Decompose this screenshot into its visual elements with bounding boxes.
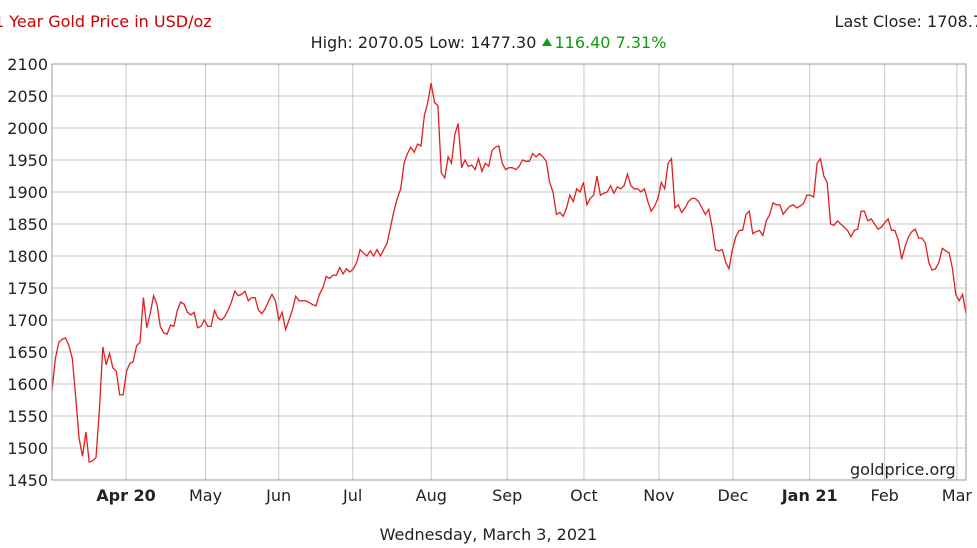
price-change: 116.40 7.31% [541,33,667,52]
x-axis: Apr 20 May Jun Jul Aug Sep Oct Nov Dec Jan 21 Feb M… [96,486,972,505]
x-tick-label: Aug [416,486,447,505]
low-value: 1477.30 [470,33,537,52]
x-tick-label: Jan 21 [781,486,838,505]
date-footer: Wednesday, March 3, 2021 [379,525,598,544]
chart-title: 1 Year Gold Price in USD/oz [0,12,212,31]
change-value: 116.40 [554,33,611,52]
x-tick-label: Nov [643,486,674,505]
price-line [51,83,967,464]
low-label: Low: [429,33,466,52]
grid-lines [52,63,966,481]
y-tick-label: 1800 [7,247,48,266]
y-axis: 1450 1500 1550 1600 1650 1700 1750 1800 1850 1900… [7,55,48,490]
high-label: High: [310,33,353,52]
y-tick-label: 1950 [7,151,48,170]
x-tick-label: Oct [570,486,598,505]
last-close-value: 1708.7 [927,12,977,31]
y-tick-label: 1600 [7,375,48,394]
y-tick-label: 2000 [7,119,48,138]
x-tick-label: Jul [342,486,362,505]
y-tick-label: 1700 [7,311,48,330]
source-label: goldprice.org [850,460,956,479]
x-tick-label: May [189,486,222,505]
plot-frame [51,63,967,481]
y-tick-label: 1900 [7,183,48,202]
y-tick-label: 1550 [7,407,48,426]
x-tick-label: Apr 20 [96,486,156,505]
last-close: Last Close: 1708.7 [835,12,977,31]
high-value: 2070.05 [357,33,425,52]
y-tick-label: 1500 [7,439,48,458]
price-stats: High: 2070.05 Low: 1477.30 116.40 7.31% [0,33,977,52]
up-arrow-icon [541,38,552,46]
x-tick-label: Feb [870,486,898,505]
change-percent: 7.31% [615,33,667,52]
y-tick-label: 1750 [7,279,48,298]
y-tick-label: 1650 [7,343,48,362]
x-tick-label: Dec [717,486,748,505]
last-close-label: Last Close: [834,12,922,31]
y-tick-label: 2100 [7,55,48,74]
x-tick-label: Jun [265,486,291,505]
y-tick-label: 2050 [7,87,48,106]
x-tick-label: Sep [492,486,522,505]
x-tick-label: Mar [942,486,973,505]
y-tick-label: 1850 [7,215,48,234]
y-tick-label: 1450 [7,471,48,490]
